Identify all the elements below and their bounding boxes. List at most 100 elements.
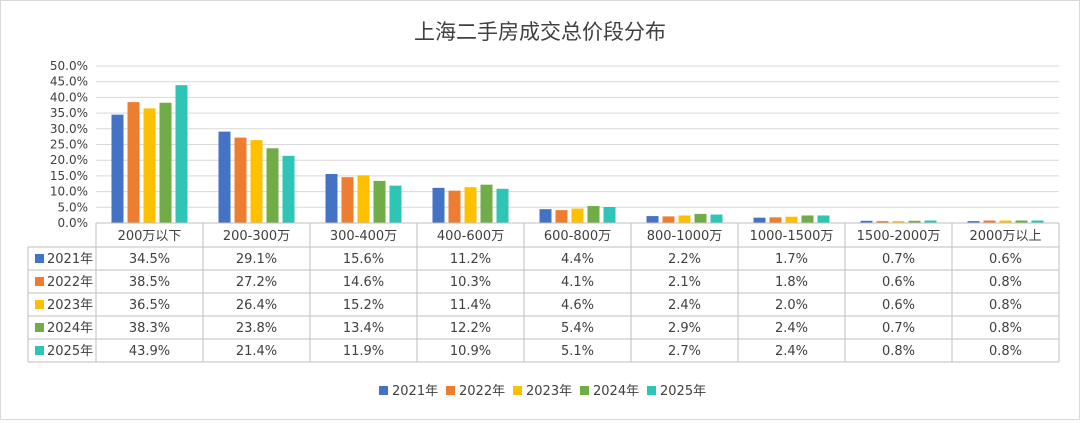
bar-2021年-1500-2000万 [860,220,873,223]
data-label: 4.4% [561,252,594,267]
bar-2023年-200万以下 [143,108,156,223]
category-label: 200-300万 [223,229,290,244]
data-label: 38.5% [129,275,170,290]
data-label: 0.8% [989,321,1022,336]
bar-2025年-1000-1500万 [817,215,830,223]
bar-2024年-300-400万 [373,180,386,223]
category-label: 1000-1500万 [750,229,834,244]
data-label: 0.8% [989,298,1022,313]
bar-2021年-800-1000万 [646,216,659,223]
table-series-swatch [35,323,44,332]
category-label: 300-400万 [330,229,397,244]
bar-2021年-600-800万 [539,209,552,223]
data-label: 26.4% [236,298,277,313]
bar-2025年-600-800万 [603,206,616,223]
bar-2022年-300-400万 [341,177,354,223]
bar-2025年-1500-2000万 [924,220,937,223]
category-label: 800-1000万 [647,229,723,244]
data-label: 10.3% [450,275,491,290]
data-label: 5.1% [561,344,594,359]
bar-2022年-1000-1500万 [769,217,782,223]
data-label: 1.7% [775,252,808,267]
bar-2024年-400-600万 [480,184,493,223]
data-label: 2.4% [775,321,808,336]
data-label: 12.2% [450,321,491,336]
data-label: 4.6% [561,298,594,313]
category-label: 1500-2000万 [857,229,941,244]
data-label: 38.3% [129,321,170,336]
bar-2024年-200万以下 [159,102,172,223]
y-tick-label: 0.0% [58,216,89,230]
bar-2025年-200万以下 [175,85,188,224]
table-series-swatch [35,254,44,263]
legend-label: 2021年 [392,384,438,399]
data-label: 11.4% [450,298,491,313]
data-label: 43.9% [129,344,170,359]
data-label: 10.9% [450,344,491,359]
data-label: 0.7% [882,252,915,267]
bar-2022年-800-1000万 [662,216,675,223]
bar-2021年-400-600万 [432,187,445,223]
bar-2023年-800-1000万 [678,215,691,223]
data-label: 34.5% [129,252,170,267]
data-label: 2.1% [668,275,701,290]
legend-swatch [580,386,589,395]
bar-2025年-300-400万 [389,185,402,223]
legend-swatch [513,386,522,395]
table-series-name: 2025年 [47,344,93,359]
y-tick-label: 20.0% [50,153,88,167]
data-label: 2.9% [668,321,701,336]
y-tick-label: 15.0% [50,169,88,183]
bar-2023年-1500-2000万 [892,221,905,223]
table-series-name: 2021年 [47,252,93,267]
legend-label: 2025年 [660,384,706,399]
data-label: 1.8% [775,275,808,290]
bar-2023年-2000万以上 [999,220,1012,223]
bar-2023年-300-400万 [357,175,370,223]
bar-2023年-600-800万 [571,208,584,223]
bar-2021年-200万以下 [111,114,124,223]
y-axis: 50.0% 45.0%40.0% 35.0% 30.0% 25.0%20.0% 15.0%… [50,59,88,230]
bar-2021年-2000万以上 [967,221,980,223]
data-label: 0.8% [989,344,1022,359]
data-label: 2.0% [775,298,808,313]
data-label: 0.6% [989,252,1022,267]
y-tick-label: 40.0% [50,90,88,104]
bar-2023年-400-600万 [464,187,477,223]
bar-2025年-800-1000万 [710,214,723,223]
data-label: 0.6% [882,275,915,290]
y-tick-label: 5.0% [58,200,89,214]
data-table: 200万以下 200-300万 300-400万 400-600万 600-800万 80… [27,222,1060,363]
bars [111,85,1044,224]
bar-2022年-1500-2000万 [876,221,889,223]
bar-2021年-300-400万 [325,174,338,223]
data-label: 2.7% [668,344,701,359]
legend-label: 2022年 [459,384,505,399]
legend-label: 2023年 [526,384,572,399]
category-label: 600-800万 [544,229,611,244]
data-label: 21.4% [236,344,277,359]
category-label: 400-600万 [437,229,504,244]
legend-swatch [446,386,455,395]
bar-2024年-800-1000万 [694,213,707,223]
bar-2025年-2000万以上 [1031,220,1044,223]
bar-2024年-600-800万 [587,206,600,223]
data-label: 14.6% [343,275,384,290]
table-series-name: 2022年 [47,275,93,290]
legend-label: 2024年 [593,384,639,399]
data-label: 29.1% [236,252,277,267]
y-tick-label: 35.0% [50,106,88,120]
bar-2021年-1000-1500万 [753,217,766,223]
bar-2022年-200-300万 [234,137,247,223]
category-label: 2000万以上 [969,229,1041,244]
table-series-swatch [35,346,44,355]
data-label: 4.1% [561,275,594,290]
category-label: 200万以下 [118,229,182,244]
table-series-swatch [35,300,44,309]
y-tick-label: 25.0% [50,138,88,152]
bar-2023年-1000-1500万 [785,216,798,223]
legend-swatch [647,386,656,395]
bar-2021年-200-300万 [218,131,231,223]
